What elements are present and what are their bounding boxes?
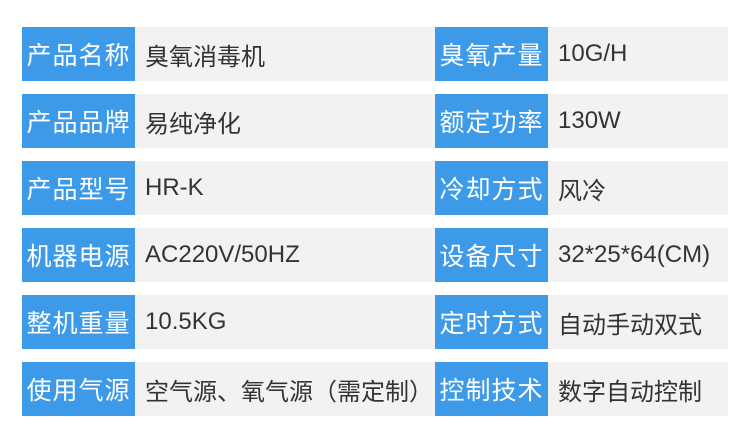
spec-label-product-name: 产品名称 bbox=[22, 27, 135, 81]
spec-value-product-model: HR-K bbox=[135, 161, 435, 215]
spec-label-machine-weight: 整机重量 bbox=[22, 295, 135, 349]
spec-row-4: 机器电源 AC220V/50HZ 设备尺寸 32*25*64(CM) bbox=[22, 228, 728, 282]
spec-value-control-technology: 数字自动控制 bbox=[548, 362, 728, 416]
spec-label-ozone-output: 臭氧产量 bbox=[435, 27, 548, 81]
spec-label-cooling-method: 冷却方式 bbox=[435, 161, 548, 215]
spec-value-ozone-output: 10G/H bbox=[548, 27, 728, 81]
spec-label-device-size: 设备尺寸 bbox=[435, 228, 548, 282]
spec-value-machine-power: AC220V/50HZ bbox=[135, 228, 435, 282]
spec-label-product-brand: 产品品牌 bbox=[22, 94, 135, 148]
spec-value-rated-power: 130W bbox=[548, 94, 728, 148]
spec-value-machine-weight: 10.5KG bbox=[135, 295, 435, 349]
spec-row-5: 整机重量 10.5KG 定时方式 自动手动双式 bbox=[22, 295, 728, 349]
spec-label-product-model: 产品型号 bbox=[22, 161, 135, 215]
spec-value-gas-source: 空气源、氧气源（需定制） bbox=[135, 362, 435, 416]
spec-value-product-brand: 易纯净化 bbox=[135, 94, 435, 148]
spec-label-rated-power: 额定功率 bbox=[435, 94, 548, 148]
spec-table: 产品名称 臭氧消毒机 臭氧产量 10G/H 产品品牌 易纯净化 额定功率 130… bbox=[22, 27, 728, 416]
spec-label-timing-mode: 定时方式 bbox=[435, 295, 548, 349]
spec-value-device-size: 32*25*64(CM) bbox=[548, 228, 728, 282]
spec-value-product-name: 臭氧消毒机 bbox=[135, 27, 435, 81]
spec-value-cooling-method: 风冷 bbox=[548, 161, 728, 215]
spec-label-control-technology: 控制技术 bbox=[435, 362, 548, 416]
spec-value-timing-mode: 自动手动双式 bbox=[548, 295, 728, 349]
spec-label-machine-power: 机器电源 bbox=[22, 228, 135, 282]
spec-label-gas-source: 使用气源 bbox=[22, 362, 135, 416]
spec-row-1: 产品名称 臭氧消毒机 臭氧产量 10G/H bbox=[22, 27, 728, 81]
spec-row-3: 产品型号 HR-K 冷却方式 风冷 bbox=[22, 161, 728, 215]
spec-row-6: 使用气源 空气源、氧气源（需定制） 控制技术 数字自动控制 bbox=[22, 362, 728, 416]
spec-row-2: 产品品牌 易纯净化 额定功率 130W bbox=[22, 94, 728, 148]
